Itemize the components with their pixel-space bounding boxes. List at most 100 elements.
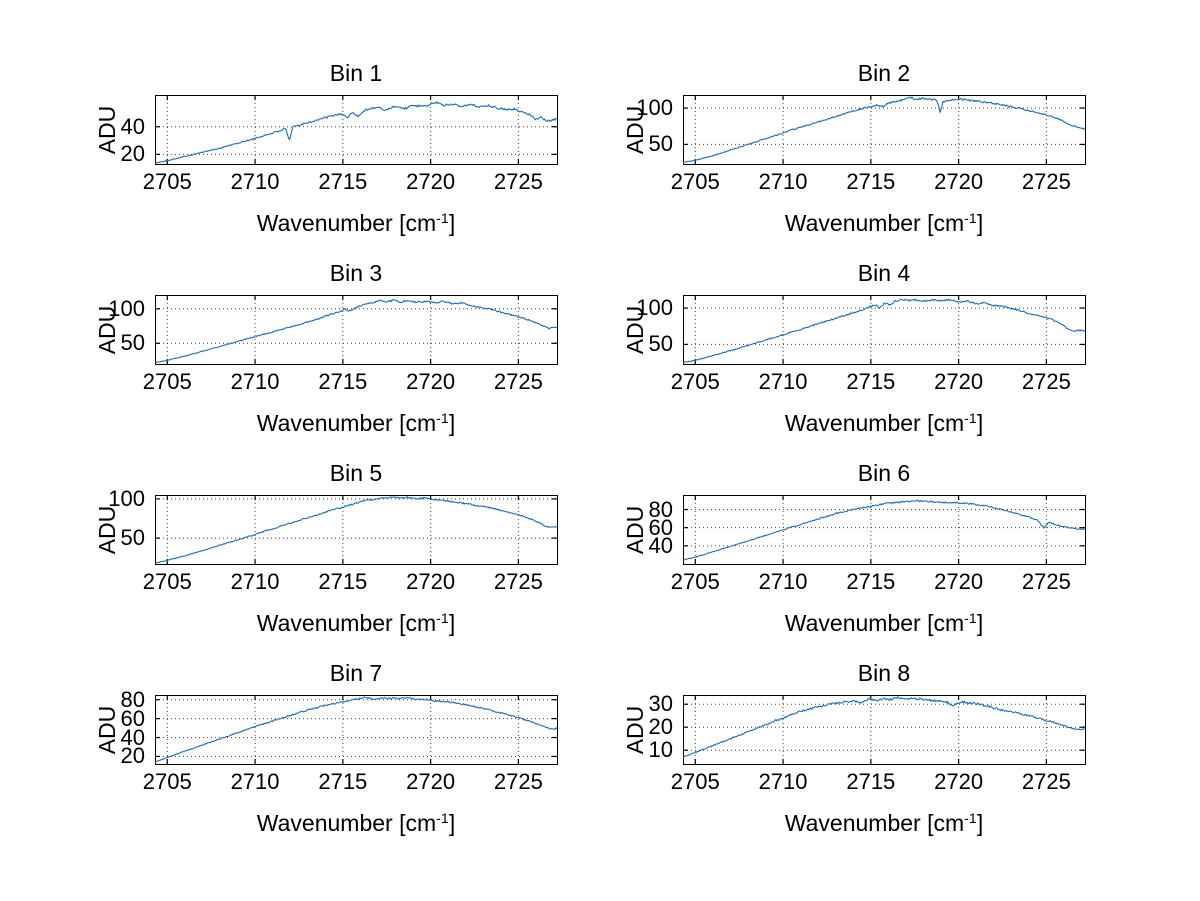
y-tick-label: 60: [648, 514, 673, 540]
y-tick-label: 100: [108, 295, 145, 321]
plot-title: Bin 7: [329, 660, 383, 686]
y-tick-label: 50: [120, 330, 145, 356]
plot-area-bin-8: [682, 695, 1086, 765]
x-axis-label-superscript: -1: [436, 411, 449, 427]
plot-title: Bin 5: [329, 460, 383, 486]
x-tick-label: 2710: [230, 369, 280, 394]
x-axis-label-text: Wavenumber [cm: [784, 609, 965, 636]
x-axis-label: Wavenumber [cm-1]: [155, 805, 557, 837]
x-tick-label: 2710: [230, 569, 280, 594]
y-tick-label: 100: [108, 485, 145, 511]
x-tick-label: 2710: [758, 769, 808, 794]
x-axis-label: Wavenumber [cm-1]: [683, 805, 1085, 837]
plot-title: Bin 4: [857, 260, 911, 286]
x-axis-label-bracket: ]: [976, 809, 984, 836]
x-tick-label: 2710: [758, 169, 808, 194]
axes-box: [155, 95, 558, 165]
x-tick-label: 2725: [493, 569, 543, 594]
y-tick-label: 40: [648, 532, 673, 558]
x-tick-label: 2720: [934, 169, 984, 194]
x-axis-label: Wavenumber [cm-1]: [155, 205, 557, 237]
x-tick-label: 2725: [1021, 769, 1071, 794]
x-tick-label: 2715: [318, 369, 368, 394]
x-axis-label-text: Wavenumber [cm: [784, 809, 965, 836]
x-axis-label-superscript: -1: [964, 411, 977, 427]
axes-box: [155, 295, 558, 365]
axes-box: [155, 495, 558, 565]
subplot-bin-8: Bin 8 10 20 30 2705 2710 2715 2720 2725 ADU Wavenu…: [568, 660, 1103, 846]
x-axis-label-bracket: ]: [976, 609, 984, 636]
y-tick-label: 40: [120, 724, 145, 750]
y-axis-label: ADU: [94, 505, 120, 554]
x-tick-label: 2715: [846, 569, 896, 594]
x-tick-label: 2715: [318, 769, 368, 794]
plot-area-bin-1: [154, 95, 558, 165]
y-tick-label: 30: [648, 691, 673, 717]
subplot-bin-1: Bin 1 20 40 2705 2710 2715 2720 2725 ADU Wavenumb…: [40, 60, 575, 246]
x-tick-label: 2710: [230, 769, 280, 794]
plot-title: Bin 1: [329, 60, 383, 86]
x-axis-label: Wavenumber [cm-1]: [683, 405, 1085, 437]
x-axis-label-text: Wavenumber [cm: [256, 609, 437, 636]
x-axis-label-bracket: ]: [448, 809, 456, 836]
axes-box: [683, 695, 1086, 765]
x-axis-label-text: Wavenumber [cm: [256, 409, 437, 436]
plot-area-bin-2: [683, 95, 1086, 165]
plot-title: Bin 3: [329, 260, 383, 286]
x-axis-label: Wavenumber [cm-1]: [683, 205, 1085, 237]
spectrum-line: [682, 298, 1086, 363]
x-axis-label-superscript: -1: [436, 611, 449, 627]
x-axis-label-text: Wavenumber [cm: [256, 809, 437, 836]
y-axis-label: ADU: [622, 505, 648, 554]
x-tick-label: 2715: [846, 769, 896, 794]
y-axis-label: ADU: [622, 705, 648, 754]
axes-box: [155, 695, 558, 765]
x-tick-label: 2715: [318, 569, 368, 594]
x-tick-label: 2705: [670, 169, 720, 194]
spectrum-line: [154, 496, 558, 564]
x-axis-label: Wavenumber [cm-1]: [155, 605, 557, 637]
x-tick-label: 2715: [846, 169, 896, 194]
y-tick-label: 20: [120, 141, 145, 167]
x-tick-label: 2720: [934, 569, 984, 594]
y-tick-label: 10: [648, 737, 673, 763]
x-axis-label-superscript: -1: [964, 611, 977, 627]
y-axis-label: ADU: [94, 305, 120, 354]
subplot-bin-2: Bin 2 50 100 2705 2710 2715 2720 2725 ADU Wavenum…: [568, 60, 1103, 246]
plot-title: Bin 6: [857, 460, 911, 486]
x-axis-label-text: Wavenumber [cm: [784, 409, 965, 436]
y-tick-label: 80: [648, 496, 673, 522]
y-axis-label: ADU: [94, 105, 120, 154]
y-tick-label: 50: [120, 525, 145, 551]
x-axis-label-superscript: -1: [436, 211, 449, 227]
x-tick-label: 2725: [1021, 369, 1071, 394]
spectrum-line: [682, 499, 1086, 561]
y-tick-label: 60: [120, 705, 145, 731]
x-tick-label: 2720: [406, 169, 456, 194]
x-axis-label-superscript: -1: [964, 211, 977, 227]
x-tick-label: 2705: [142, 169, 192, 194]
y-tick-label: 80: [120, 686, 145, 712]
x-tick-label: 2715: [318, 169, 368, 194]
x-axis-label-bracket: ]: [976, 409, 984, 436]
plot-title: Bin 8: [857, 660, 911, 686]
x-axis-label-superscript: -1: [964, 811, 977, 827]
spectrum-line: [154, 101, 558, 165]
x-tick-label: 2705: [670, 569, 720, 594]
subplot-bin-4: Bin 4 50 100 2705 2710 2715 2720 2725 ADU Wavenum…: [568, 260, 1103, 446]
y-axis-label: ADU: [622, 305, 648, 354]
y-axis-label: ADU: [622, 105, 648, 154]
x-tick-label: 2710: [758, 369, 808, 394]
x-axis-label: Wavenumber [cm-1]: [683, 605, 1085, 637]
x-tick-label: 2710: [230, 169, 280, 194]
spectrum-line: [682, 696, 1086, 758]
x-tick-label: 2725: [493, 769, 543, 794]
x-tick-label: 2710: [758, 569, 808, 594]
y-tick-label: 100: [636, 95, 673, 121]
x-tick-label: 2720: [406, 369, 456, 394]
x-tick-label: 2725: [493, 169, 543, 194]
spectrum-line: [154, 696, 558, 763]
x-axis-label-text: Wavenumber [cm: [256, 209, 437, 236]
x-tick-label: 2715: [846, 369, 896, 394]
